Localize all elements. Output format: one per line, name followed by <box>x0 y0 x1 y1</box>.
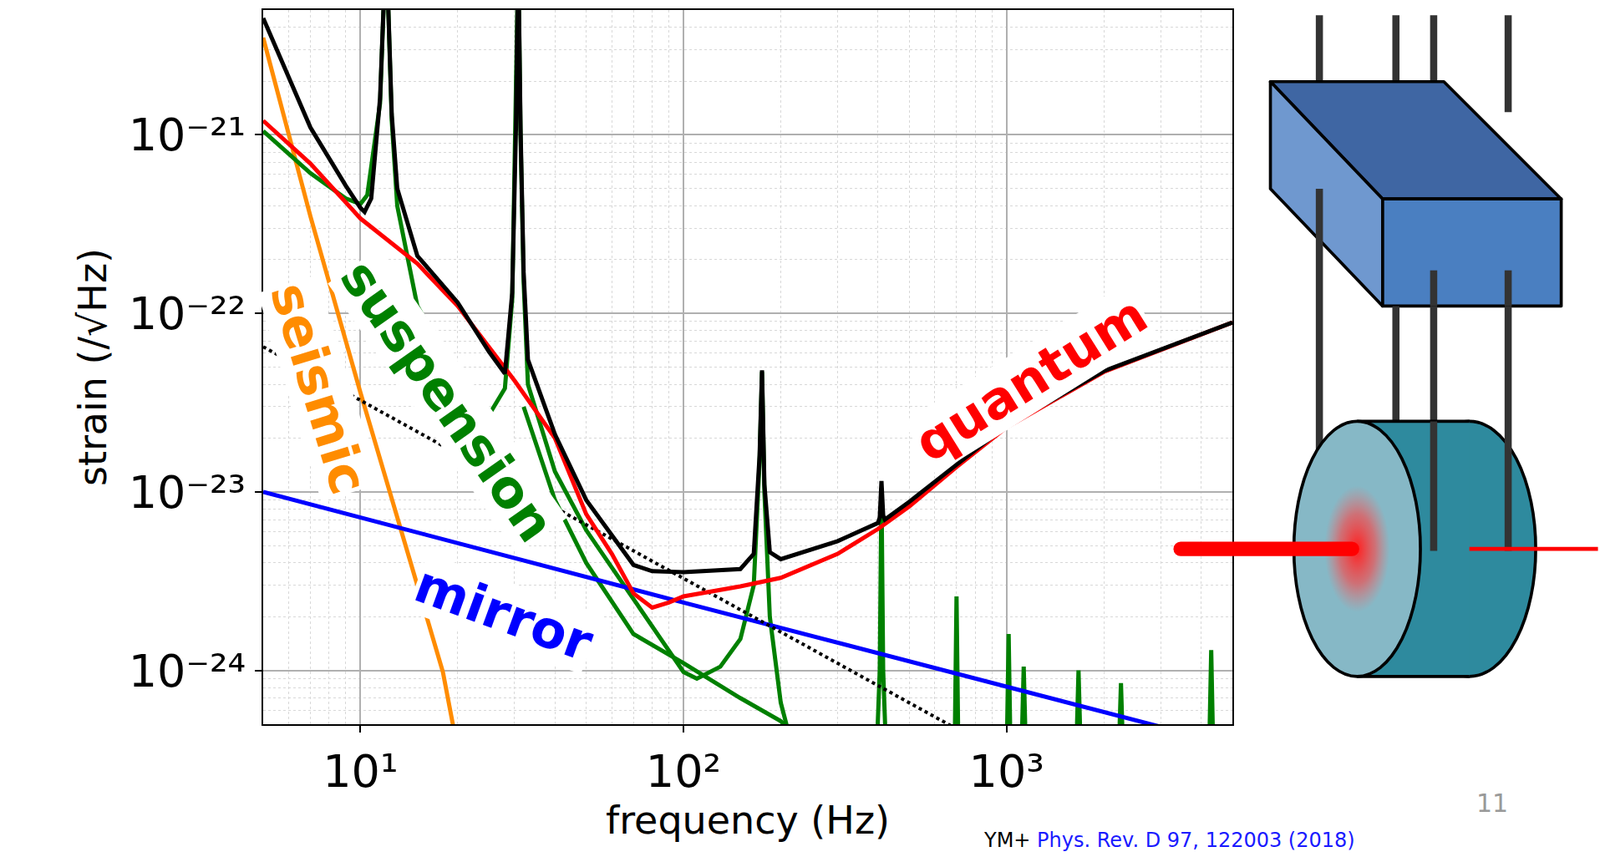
svg-text:11: 11 <box>1476 788 1509 818</box>
svg-text:suspension: suspension <box>328 248 567 554</box>
svg-text:10³: 10³ <box>969 745 1045 798</box>
svg-text:YM+ Phys. Rev. D 97, 122003 (2: YM+ Phys. Rev. D 97, 122003 (2018) <box>983 828 1356 853</box>
svg-text:10⁻²²: 10⁻²² <box>128 287 247 341</box>
svg-text:10²: 10² <box>645 745 722 798</box>
svg-text:mirror: mirror <box>406 553 601 674</box>
svg-text:10⁻²⁴: 10⁻²⁴ <box>128 645 247 698</box>
svg-text:frequency (Hz): frequency (Hz) <box>605 797 890 844</box>
svg-text:quantum: quantum <box>904 284 1159 475</box>
svg-text:strain (/√Hz): strain (/√Hz) <box>70 248 116 487</box>
svg-text:10¹: 10¹ <box>322 745 398 798</box>
svg-text:10⁻²¹: 10⁻²¹ <box>128 108 247 162</box>
svg-text:seismic: seismic <box>258 275 381 502</box>
svg-text:10⁻²³: 10⁻²³ <box>128 466 247 519</box>
